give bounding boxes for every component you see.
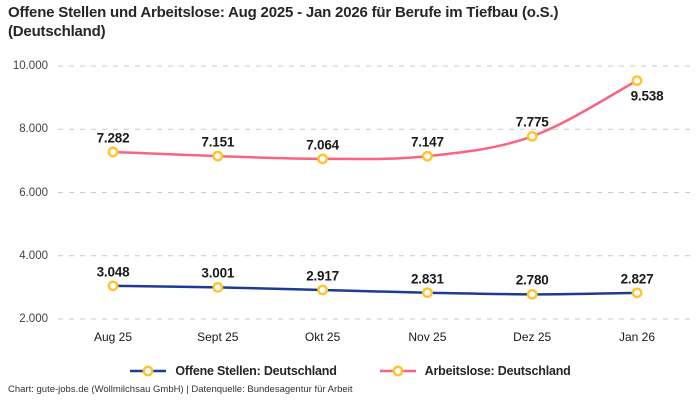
data-point-marker-arbeitslose bbox=[212, 150, 224, 162]
chart-title: Offene Stellen und Arbeitslose: Aug 2025… bbox=[8, 4, 559, 40]
legend-label-offene-stellen: Offene Stellen: Deutschland bbox=[175, 364, 337, 378]
series-line-offene-stellen bbox=[111, 284, 639, 296]
data-point-marker-offene-stellen bbox=[631, 287, 643, 299]
data-point-label-offene-stellen: 2.917 bbox=[306, 268, 339, 284]
data-point-marker-offene-stellen bbox=[107, 280, 119, 292]
data-point-label-arbeitslose: 9.538 bbox=[630, 88, 664, 104]
data-point-marker-arbeitslose bbox=[317, 153, 328, 165]
data-point-marker-offene-stellen bbox=[317, 284, 328, 296]
data-point-label-offene-stellen: 2.827 bbox=[620, 271, 654, 287]
y-tick-label: 6.000 bbox=[19, 186, 48, 199]
data-point-marker-arbeitslose bbox=[526, 130, 538, 142]
data-point-label-offene-stellen: 3.001 bbox=[201, 265, 235, 281]
legend: Offene Stellen: Deutschland Arbeitslose:… bbox=[0, 360, 700, 382]
data-point-label-offene-stellen: 3.048 bbox=[96, 264, 130, 280]
legend-line-offene-stellen-icon bbox=[130, 365, 167, 377]
x-tick-label: Dez 25 bbox=[513, 330, 552, 344]
data-point-marker-offene-stellen bbox=[212, 281, 224, 293]
legend-line-arbeitslose-icon bbox=[379, 365, 416, 377]
data-point-marker-arbeitslose bbox=[421, 150, 433, 162]
data-point-label-arbeitslose: 7.775 bbox=[515, 114, 549, 130]
y-tick-label: 4.000 bbox=[19, 249, 48, 262]
data-point-label-arbeitslose: 7.282 bbox=[96, 130, 130, 146]
y-tick-label: 8.000 bbox=[19, 123, 48, 136]
legend-item-offene-stellen: Offene Stellen: Deutschland bbox=[129, 364, 337, 378]
x-tick-label: Okt 25 bbox=[304, 330, 341, 344]
data-point-marker-arbeitslose bbox=[107, 146, 119, 158]
data-point-marker-arbeitslose bbox=[631, 75, 643, 87]
chart-credit: Chart: gute-jobs.de (Wollmilchsau GmbH) … bbox=[8, 384, 353, 395]
x-tick-label: Nov 25 bbox=[408, 330, 447, 344]
y-tick-label: 2.000 bbox=[19, 313, 48, 325]
x-tick-label: Sept 25 bbox=[197, 330, 239, 344]
x-tick-label: Aug 25 bbox=[93, 330, 133, 344]
data-point-label-offene-stellen: 2.831 bbox=[410, 271, 444, 287]
x-tick-label: Jan 26 bbox=[618, 330, 656, 344]
y-tick-label: 10.000 bbox=[12, 60, 48, 72]
legend-label-arbeitslose: Arbeitslose: Deutschland bbox=[424, 364, 571, 378]
data-point-label-arbeitslose: 7.151 bbox=[201, 134, 235, 150]
data-point-label-offene-stellen: 2.780 bbox=[515, 272, 549, 288]
data-point-marker-offene-stellen bbox=[421, 287, 433, 299]
series-line-arbeitslose bbox=[111, 79, 639, 161]
data-point-marker-offene-stellen bbox=[526, 288, 538, 300]
data-point-label-arbeitslose: 7.064 bbox=[306, 137, 339, 153]
legend-item-arbeitslose: Arbeitslose: Deutschland bbox=[379, 364, 571, 378]
data-point-label-arbeitslose: 7.147 bbox=[410, 134, 444, 150]
